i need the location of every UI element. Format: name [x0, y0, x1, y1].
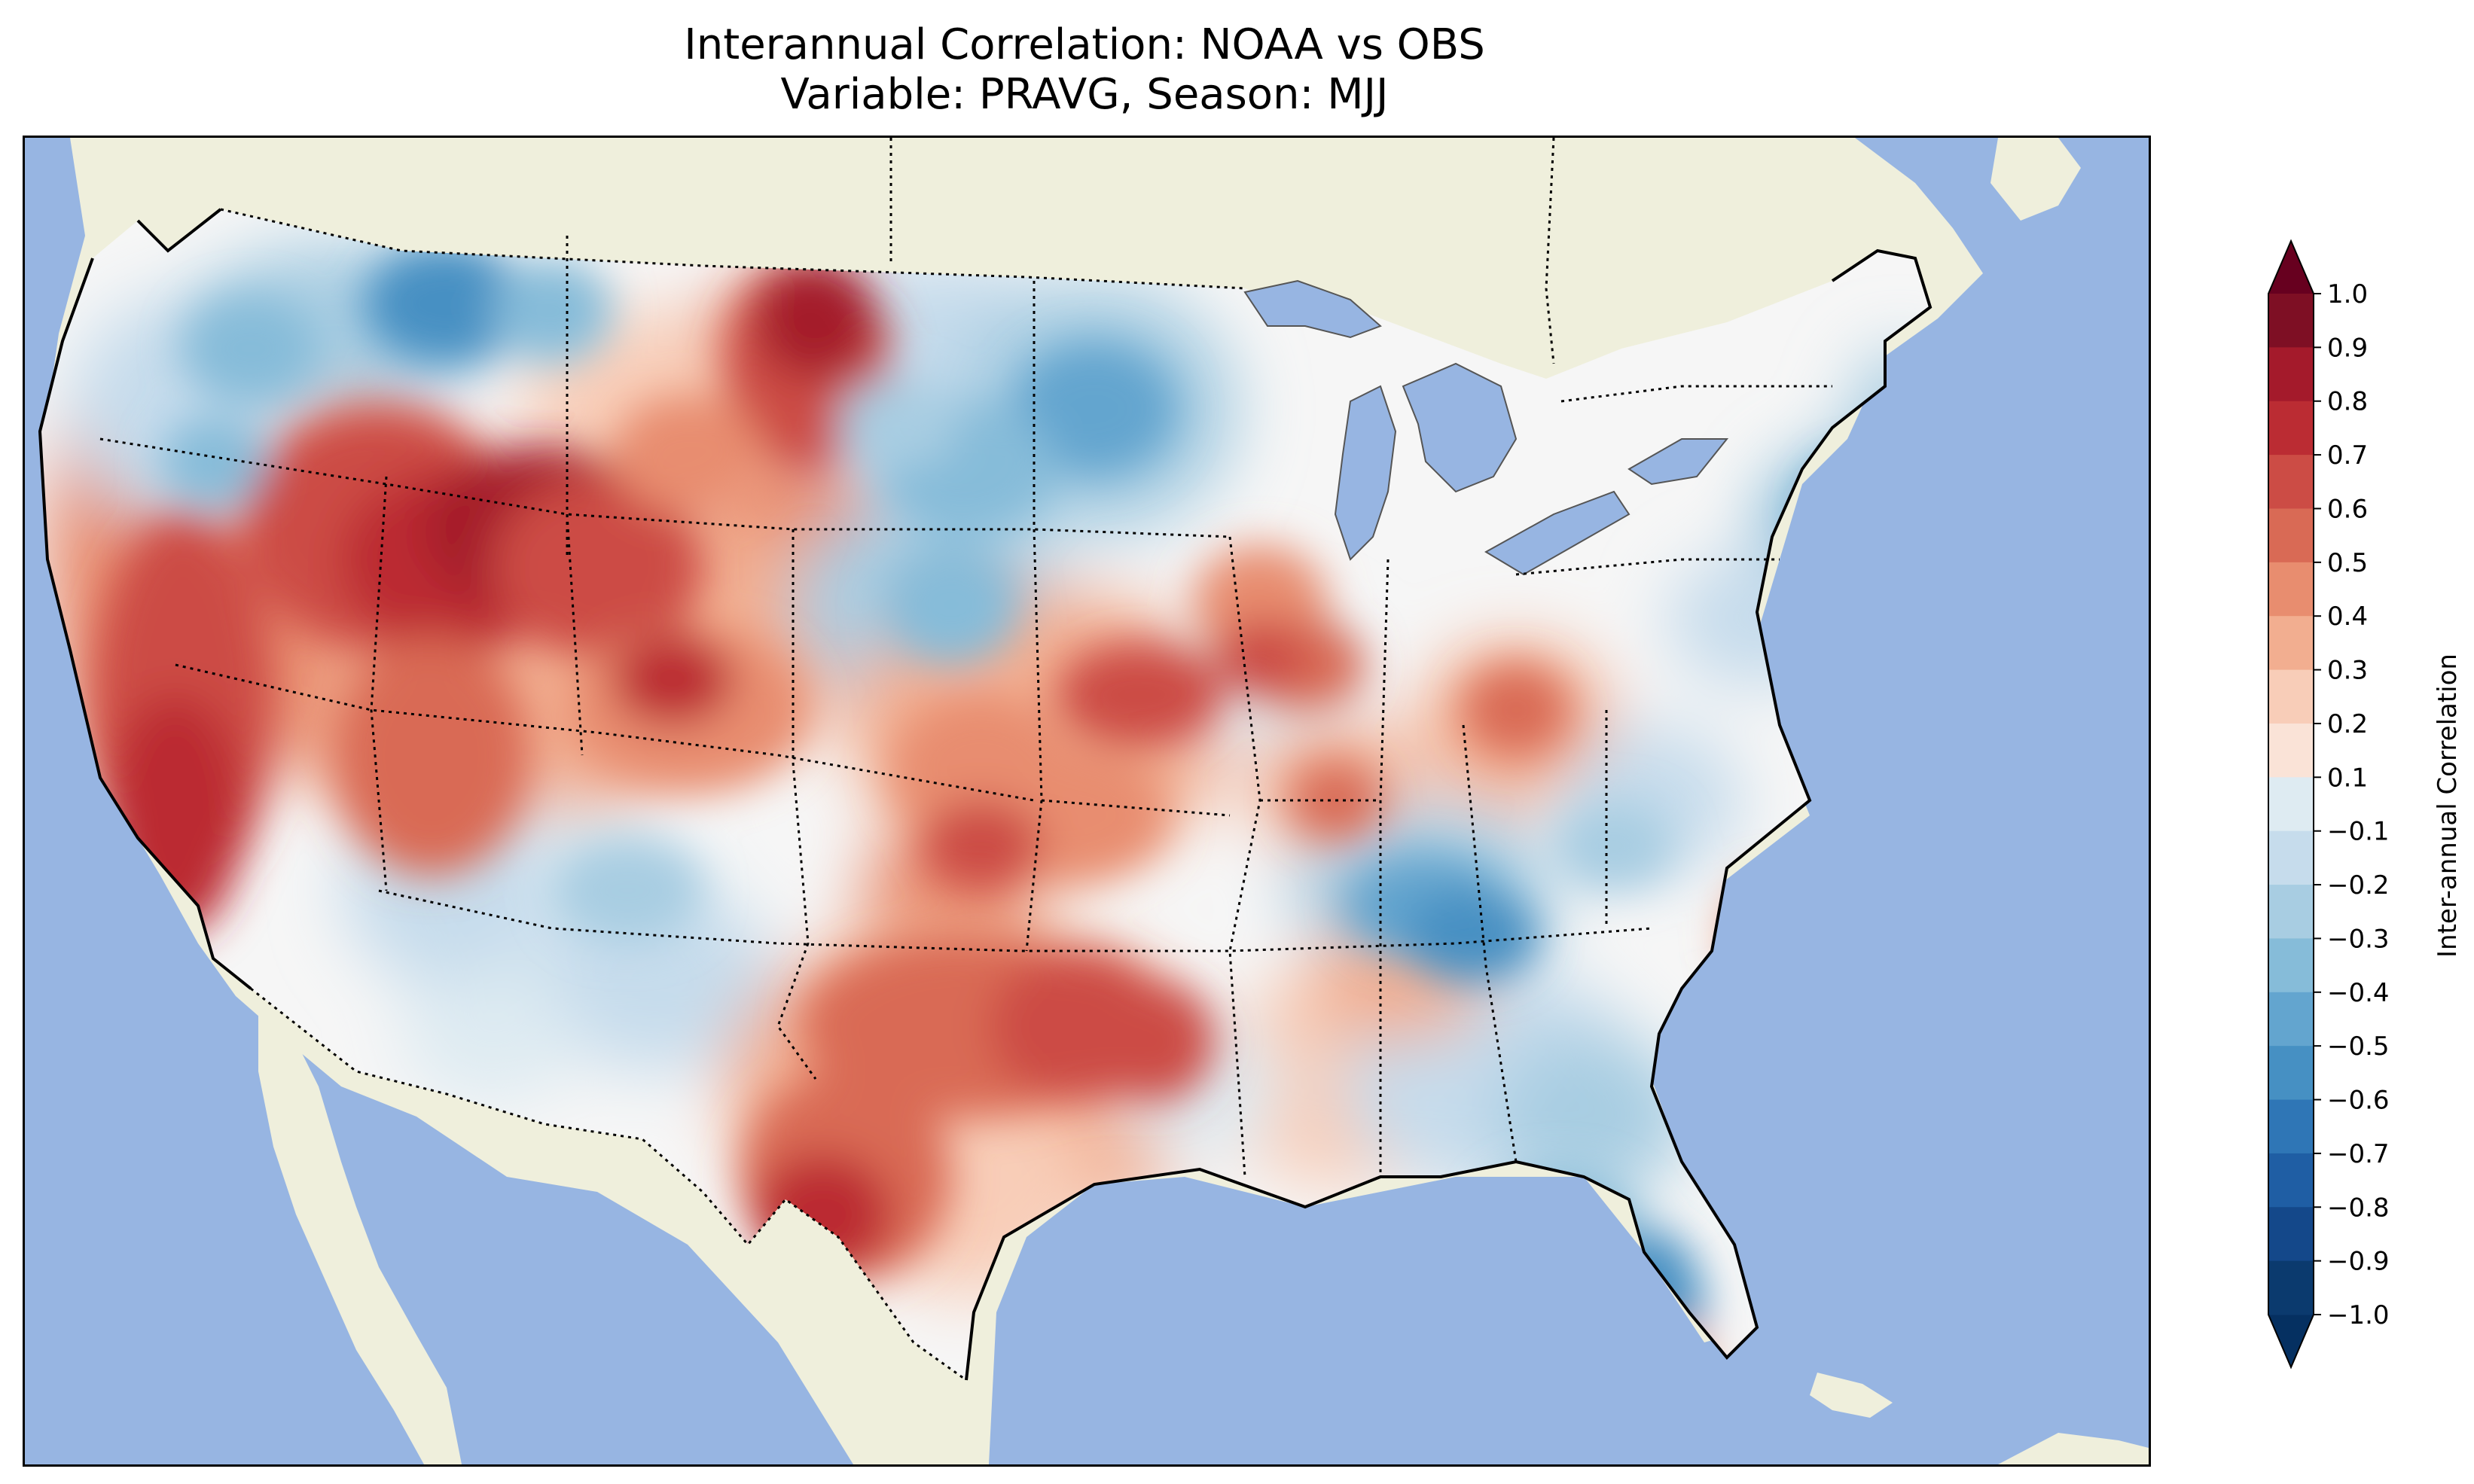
colorbar-band [2268, 616, 2314, 671]
colorbar-tick-label: −0.3 [2327, 924, 2390, 954]
colorbar-tick-label: −0.6 [2327, 1086, 2390, 1116]
colorbar: 1.0 0.9 0.8 0.7 0.6 0.5 0.4 0.3 0.2 0.1 −0.1 −0.2 −0… [2268, 239, 2390, 1370]
colorbar-tick-label: 0.2 [2327, 709, 2368, 739]
correlation-map [25, 138, 2149, 1464]
colorbar-tick-label: −0.8 [2327, 1193, 2390, 1223]
colorbar-band [2268, 562, 2314, 617]
correlation-patch [334, 635, 529, 876]
colorbar-band [2268, 885, 2314, 939]
coastline [38, 208, 1933, 1381]
map-title-line-2: Variable: PRAVG, Season: MJJ [780, 70, 1389, 119]
correlation-patch [1011, 341, 1177, 477]
borders [99, 138, 1832, 1382]
colorbar-bands [2268, 239, 2314, 1370]
land-cuba [1810, 1373, 1893, 1418]
colorbar-band [2268, 455, 2314, 509]
map-title-line-1: Interannual Correlation: NOAA vs OBS [684, 20, 1485, 69]
colorbar-tick-label: −0.5 [2327, 1031, 2390, 1062]
correlation-patch [492, 258, 612, 364]
colorbar-band [2268, 1099, 2314, 1154]
correlation-patch [921, 800, 1042, 891]
colorbar-tick-label: 0.4 [2327, 602, 2368, 632]
colorbar-extend-min [2268, 1315, 2314, 1367]
correlation-patch [401, 981, 582, 1102]
correlation-patch [1463, 665, 1569, 755]
land-southeast-corner [1998, 1433, 2149, 1464]
correlation-patch [1215, 620, 1305, 695]
colorbar-band [2268, 401, 2314, 456]
colorbar-label: Inter-annual Correlation [2433, 654, 2463, 958]
great-lakes [1243, 279, 1729, 576]
colorbar-tick-label: 0.6 [2327, 494, 2368, 524]
colorbar-tick-label: 0.1 [2327, 763, 2368, 793]
colorbar-tick-label: −0.2 [2327, 870, 2390, 900]
colorbar-tick-label: 0.8 [2327, 387, 2368, 417]
colorbar-band [2268, 992, 2314, 1047]
colorbar-band [2268, 669, 2314, 724]
colorbar-band [2268, 723, 2314, 778]
colorbar-extend-max [2268, 241, 2314, 294]
colorbar-ticks: 1.0 0.9 0.8 0.7 0.6 0.5 0.4 0.3 0.2 0.1 −0.1 −0.2 −0… [2314, 279, 2390, 1330]
correlation-patch [1094, 981, 1215, 1102]
correlation-patch [612, 394, 763, 514]
correlation-patch [755, 258, 876, 379]
correlation-patch [612, 635, 733, 725]
correlation-patch [883, 544, 1019, 665]
colorbar-band [2268, 347, 2314, 402]
colorbar-tick-label: 0.9 [2327, 333, 2368, 363]
colorbar-band [2268, 508, 2314, 563]
colorbar-tick-label: −1.0 [2327, 1300, 2390, 1330]
correlation-patch [1403, 891, 1539, 981]
correlation-patch [1057, 642, 1222, 748]
colorbar-tick-label: −0.9 [2327, 1247, 2390, 1277]
colorbar-band [2268, 1046, 2314, 1101]
correlation-patch [492, 477, 703, 657]
colorbar-tick-label: −0.4 [2327, 978, 2390, 1008]
correlation-patch [160, 416, 266, 507]
colorbar-band [2268, 1260, 2314, 1315]
correlation-patch [838, 379, 959, 469]
colorbar-band [2268, 938, 2314, 993]
colorbar-tick-label: 0.3 [2327, 656, 2368, 686]
colorbar-tick-label: −0.1 [2327, 817, 2390, 847]
colorbar-band [2268, 1207, 2314, 1262]
correlation-patch [364, 243, 529, 364]
colorbar-tick-label: −0.7 [2327, 1139, 2390, 1169]
colorbar-band [2268, 1153, 2314, 1208]
land-baja [258, 989, 462, 1464]
colorbar-band [2268, 830, 2314, 885]
correlation-patch [183, 296, 319, 401]
colorbar-band [2268, 777, 2314, 832]
map-frame [23, 136, 2151, 1467]
correlation-patch [552, 838, 703, 943]
colorbar-tick-label: 1.0 [2327, 279, 2368, 309]
correlation-patch [1554, 800, 1674, 891]
correlation-patch [1493, 1034, 1689, 1199]
land-east-corner [1990, 138, 2081, 221]
colorbar-band [2268, 294, 2314, 348]
colorbar-tick-label: 0.7 [2327, 440, 2368, 471]
colorbar-tick-label: 0.5 [2327, 548, 2368, 578]
